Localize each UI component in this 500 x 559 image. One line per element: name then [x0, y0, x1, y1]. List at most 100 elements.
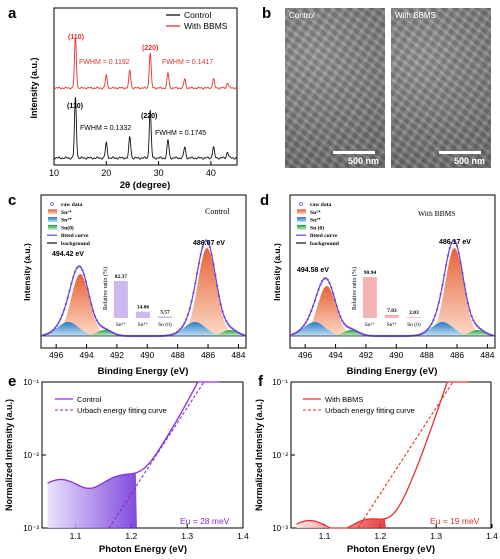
- x-tick-label: 40: [206, 168, 216, 178]
- raw-data-point: [99, 324, 102, 327]
- raw-data-point: [459, 261, 462, 264]
- raw-data-point: [424, 329, 428, 333]
- peak-label-220-red: (220): [142, 45, 158, 52]
- legend-label: Sn⁴⁺: [61, 217, 72, 224]
- raw-data-point: [86, 288, 89, 291]
- raw-data-point: [92, 309, 95, 313]
- series-control: [53, 97, 238, 160]
- absorption-tail-fill: [296, 518, 386, 528]
- ratio-bar: [113, 280, 128, 318]
- ratio-bar-label: Sn (0): [407, 321, 421, 328]
- ratio-bar: [135, 311, 150, 318]
- panel-e: e Normalized Intensity (a.u.) Photon Ene…: [4, 373, 249, 555]
- raw-data-point: [435, 308, 439, 311]
- raw-data-point: [223, 315, 226, 319]
- y-tick-label: 10⁻¹: [272, 378, 288, 387]
- raw-data-point: [192, 291, 195, 294]
- legend-swatch: [48, 217, 57, 223]
- raw-data-point: [348, 326, 351, 330]
- raw-data-point: [75, 266, 78, 270]
- sn0-component-peak: [290, 330, 495, 336]
- x-tick-label: 1.1: [319, 531, 331, 541]
- raw-data-point: [70, 282, 73, 285]
- raw-data-point: [183, 322, 186, 325]
- sn2-component-peak: [41, 274, 246, 336]
- raw-data-point: [241, 333, 244, 336]
- raw-data-point: [446, 254, 450, 257]
- raw-data-point: [321, 279, 324, 283]
- x-tick-label: 10: [49, 168, 59, 178]
- panel-letter: d: [260, 192, 269, 209]
- fwhm-label-red-2: FWHM = 0.1417: [162, 59, 213, 66]
- ratio-bar-value: 90.94: [364, 270, 377, 276]
- raw-data-point: [216, 284, 219, 287]
- x-tick-label: 496: [49, 350, 63, 360]
- x-tick-label: 1.4: [486, 531, 498, 541]
- scale-bar: [333, 151, 375, 154]
- x-tick-label: 1.4: [237, 531, 249, 541]
- raw-data-point: [346, 325, 349, 329]
- x-axis-label: Photon Energy (eV): [347, 544, 435, 555]
- legend-label: Sn²⁺: [61, 209, 72, 216]
- sem-image-control: Control 500 nm: [285, 8, 385, 168]
- raw-data-point: [324, 277, 327, 280]
- raw-data-point: [302, 324, 306, 327]
- raw-data-point: [234, 329, 237, 332]
- raw-data-point: [475, 324, 479, 328]
- plot-frame: [290, 381, 492, 529]
- scale-bar-label: 500 nm: [347, 156, 379, 166]
- legend-label: raw data: [61, 202, 82, 208]
- x-tick-label: 1.3: [430, 531, 442, 541]
- raw-data-point: [430, 322, 433, 326]
- x-axis-label: Photon Energy (eV): [99, 544, 187, 555]
- sem-label: With BBMS: [395, 11, 436, 20]
- raw-data-point: [441, 283, 444, 287]
- raw-data-point: [344, 324, 348, 327]
- urbach-fit-line: [357, 381, 454, 529]
- raw-data-point: [90, 303, 93, 306]
- raw-data-point: [236, 330, 239, 334]
- raw-data-point: [53, 326, 57, 330]
- ratio-bar-label: Sn (0): [158, 321, 172, 328]
- raw-data-point: [450, 241, 453, 244]
- absorption-tail-fill: [47, 472, 137, 528]
- x-tick-label: 494: [79, 350, 93, 360]
- x-tick-label: 30: [154, 168, 164, 178]
- x-tick-label: 492: [359, 350, 373, 360]
- x-tick-label: 494: [328, 350, 342, 360]
- scale-bar-label: 500 nm: [453, 156, 485, 166]
- raw-data-point: [352, 328, 355, 331]
- raw-data-point: [301, 326, 304, 329]
- raw-data-point: [328, 281, 331, 284]
- raw-data-point: [104, 327, 108, 331]
- raw-data-point: [483, 330, 486, 333]
- ratio-axis-label: Relative ratio (%): [102, 267, 109, 310]
- y-tick-label: 10⁻³: [272, 524, 288, 533]
- raw-data-point: [57, 321, 60, 324]
- raw-data-point: [455, 244, 459, 248]
- x-axis-label: Binding Energy (eV): [347, 366, 438, 377]
- panel-title: Control: [205, 207, 230, 216]
- raw-data-point: [225, 319, 228, 323]
- legend-label-with-bbms: With BBMS: [325, 395, 363, 404]
- raw-data-point: [68, 289, 71, 292]
- raw-data-point: [311, 304, 315, 308]
- raw-data-point: [426, 328, 430, 331]
- raw-data-point: [199, 253, 202, 256]
- raw-data-point: [448, 246, 451, 250]
- sem-image-with-bbms: With BBMS 500 nm: [391, 8, 491, 168]
- panel-letter: a: [8, 5, 17, 22]
- raw-data-point: [350, 327, 353, 330]
- raw-data-point: [308, 314, 311, 317]
- x-tick-label: 1.2: [374, 531, 386, 541]
- panel-letter: f: [258, 373, 264, 390]
- legend-label: Sn (0): [310, 224, 324, 231]
- raw-data-point: [44, 333, 48, 336]
- raw-data-point: [52, 328, 55, 332]
- raw-data-point: [95, 319, 99, 322]
- panel-c: c Intensity (a.u.) Binding Energy (eV) C…: [8, 192, 247, 377]
- x-tick-label: 20: [101, 168, 111, 178]
- sn2-component-peak: [290, 248, 495, 336]
- sn4-component-peak: [290, 322, 495, 336]
